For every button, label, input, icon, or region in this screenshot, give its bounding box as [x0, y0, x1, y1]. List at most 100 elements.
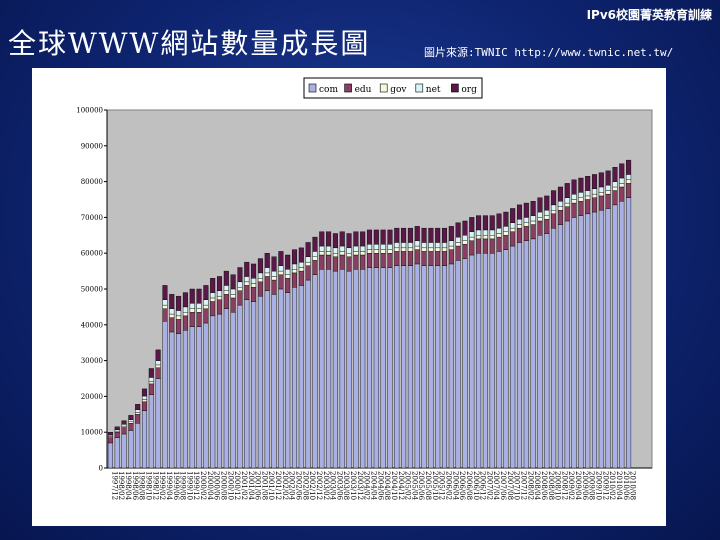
x-tick-label: 1998/06 — [131, 471, 139, 501]
bar-org — [626, 159, 632, 175]
bar-com — [210, 315, 216, 469]
bar-net — [107, 434, 113, 437]
x-tick-label: 1998/02 — [117, 471, 125, 500]
x-tick-label: 2005/12 — [438, 471, 446, 500]
x-tick-label: 1998/10 — [145, 471, 153, 500]
bar-org — [278, 251, 284, 266]
x-tick-label: 2007/06 — [499, 471, 507, 501]
legend-swatch-com — [308, 83, 317, 93]
bar-org — [585, 176, 591, 191]
bar-net — [237, 281, 243, 288]
bar-com — [346, 270, 352, 469]
bar-net — [148, 377, 154, 382]
bar-net — [305, 256, 311, 263]
y-tick-label: 90000 — [81, 142, 103, 150]
x-tick-label: 2008/10 — [554, 471, 562, 500]
x-tick-label: 2003/08 — [342, 471, 350, 500]
bar-gov — [428, 247, 434, 252]
x-tick-label: 2003/02 — [322, 471, 330, 500]
legend-swatch-gov — [379, 83, 388, 93]
bar-net — [141, 395, 148, 400]
bar-com — [482, 252, 488, 469]
bar-edu — [441, 251, 448, 266]
x-tick-label: 1999/04 — [165, 471, 173, 501]
bar-com — [182, 329, 188, 469]
bar-edu — [162, 308, 168, 322]
x-tick-label: 2010/08 — [629, 471, 637, 500]
x-tick-label: 1998/04 — [124, 471, 132, 501]
bar-edu — [230, 297, 236, 313]
bar-net — [469, 231, 475, 238]
bar-org — [387, 229, 393, 245]
bar-edu — [203, 308, 209, 324]
bar-com — [257, 295, 263, 469]
bar-org — [373, 229, 379, 245]
bar-net — [394, 242, 400, 249]
bar-org — [516, 204, 523, 220]
bar-net — [626, 174, 632, 181]
bar-org — [564, 183, 570, 198]
x-tick-label: 2008/02 — [526, 471, 534, 500]
bar-org — [482, 215, 488, 231]
bar-com — [571, 217, 577, 469]
bar-net — [530, 215, 536, 222]
bar-edu — [537, 220, 543, 236]
bar-gov — [585, 195, 591, 200]
x-tick-label: 2005/06 — [417, 471, 425, 501]
x-tick-label: 1999/12 — [192, 471, 200, 500]
bar-net — [523, 217, 529, 223]
bar-net — [455, 236, 461, 243]
bar-gov — [339, 251, 345, 256]
bar-edu — [128, 423, 134, 431]
bar-org — [489, 215, 495, 231]
x-tick-label: 2007/12 — [520, 471, 528, 500]
bar-net — [332, 247, 338, 254]
bar-edu — [551, 213, 557, 229]
bar-org — [182, 292, 188, 308]
bar-org — [551, 190, 557, 206]
bar-org — [537, 197, 543, 213]
legend-box — [303, 77, 483, 99]
x-tick-label: 2004/06 — [376, 471, 384, 501]
x-tick-label: 2010/06 — [622, 471, 630, 501]
bar-net — [585, 190, 591, 197]
bar-net — [557, 201, 563, 207]
bar-com — [585, 213, 591, 469]
bar-net — [612, 181, 618, 188]
bar-edu — [107, 437, 113, 444]
bar-gov — [135, 412, 141, 415]
bar-com — [523, 240, 529, 469]
bar-com — [421, 265, 427, 469]
bar-edu — [523, 226, 529, 241]
bar-edu — [476, 238, 482, 254]
bar-gov — [523, 222, 529, 227]
bar-com — [339, 269, 345, 469]
bar-gov — [605, 190, 611, 195]
plot-area — [106, 109, 653, 469]
bar-net — [496, 227, 502, 234]
legend-label-gov: gov — [390, 85, 407, 95]
x-tick-label: 2008/04 — [533, 471, 541, 501]
bar-gov — [557, 206, 563, 211]
bar-gov — [373, 249, 379, 254]
bar-net — [619, 177, 625, 184]
bar-org — [210, 278, 216, 293]
legend-swatch-edu — [344, 83, 352, 93]
x-tick-label: 2004/08 — [383, 471, 391, 500]
bar-net — [298, 261, 304, 268]
bar-gov — [196, 308, 202, 313]
x-tick-label: 2004/02 — [363, 471, 371, 500]
bar-gov — [448, 245, 454, 250]
bar-com — [510, 245, 516, 469]
bar-net — [223, 285, 229, 291]
bar-com — [264, 290, 270, 469]
bar-gov — [141, 399, 148, 402]
bar-gov — [251, 283, 257, 288]
bar-net — [210, 292, 216, 299]
x-tick-label: 2009/08 — [588, 471, 596, 500]
bar-net — [578, 192, 584, 198]
x-tick-label: 2008/06 — [540, 471, 548, 501]
bar-org — [319, 231, 325, 247]
bar-org — [421, 227, 427, 243]
legend-label-com: com — [319, 85, 338, 95]
